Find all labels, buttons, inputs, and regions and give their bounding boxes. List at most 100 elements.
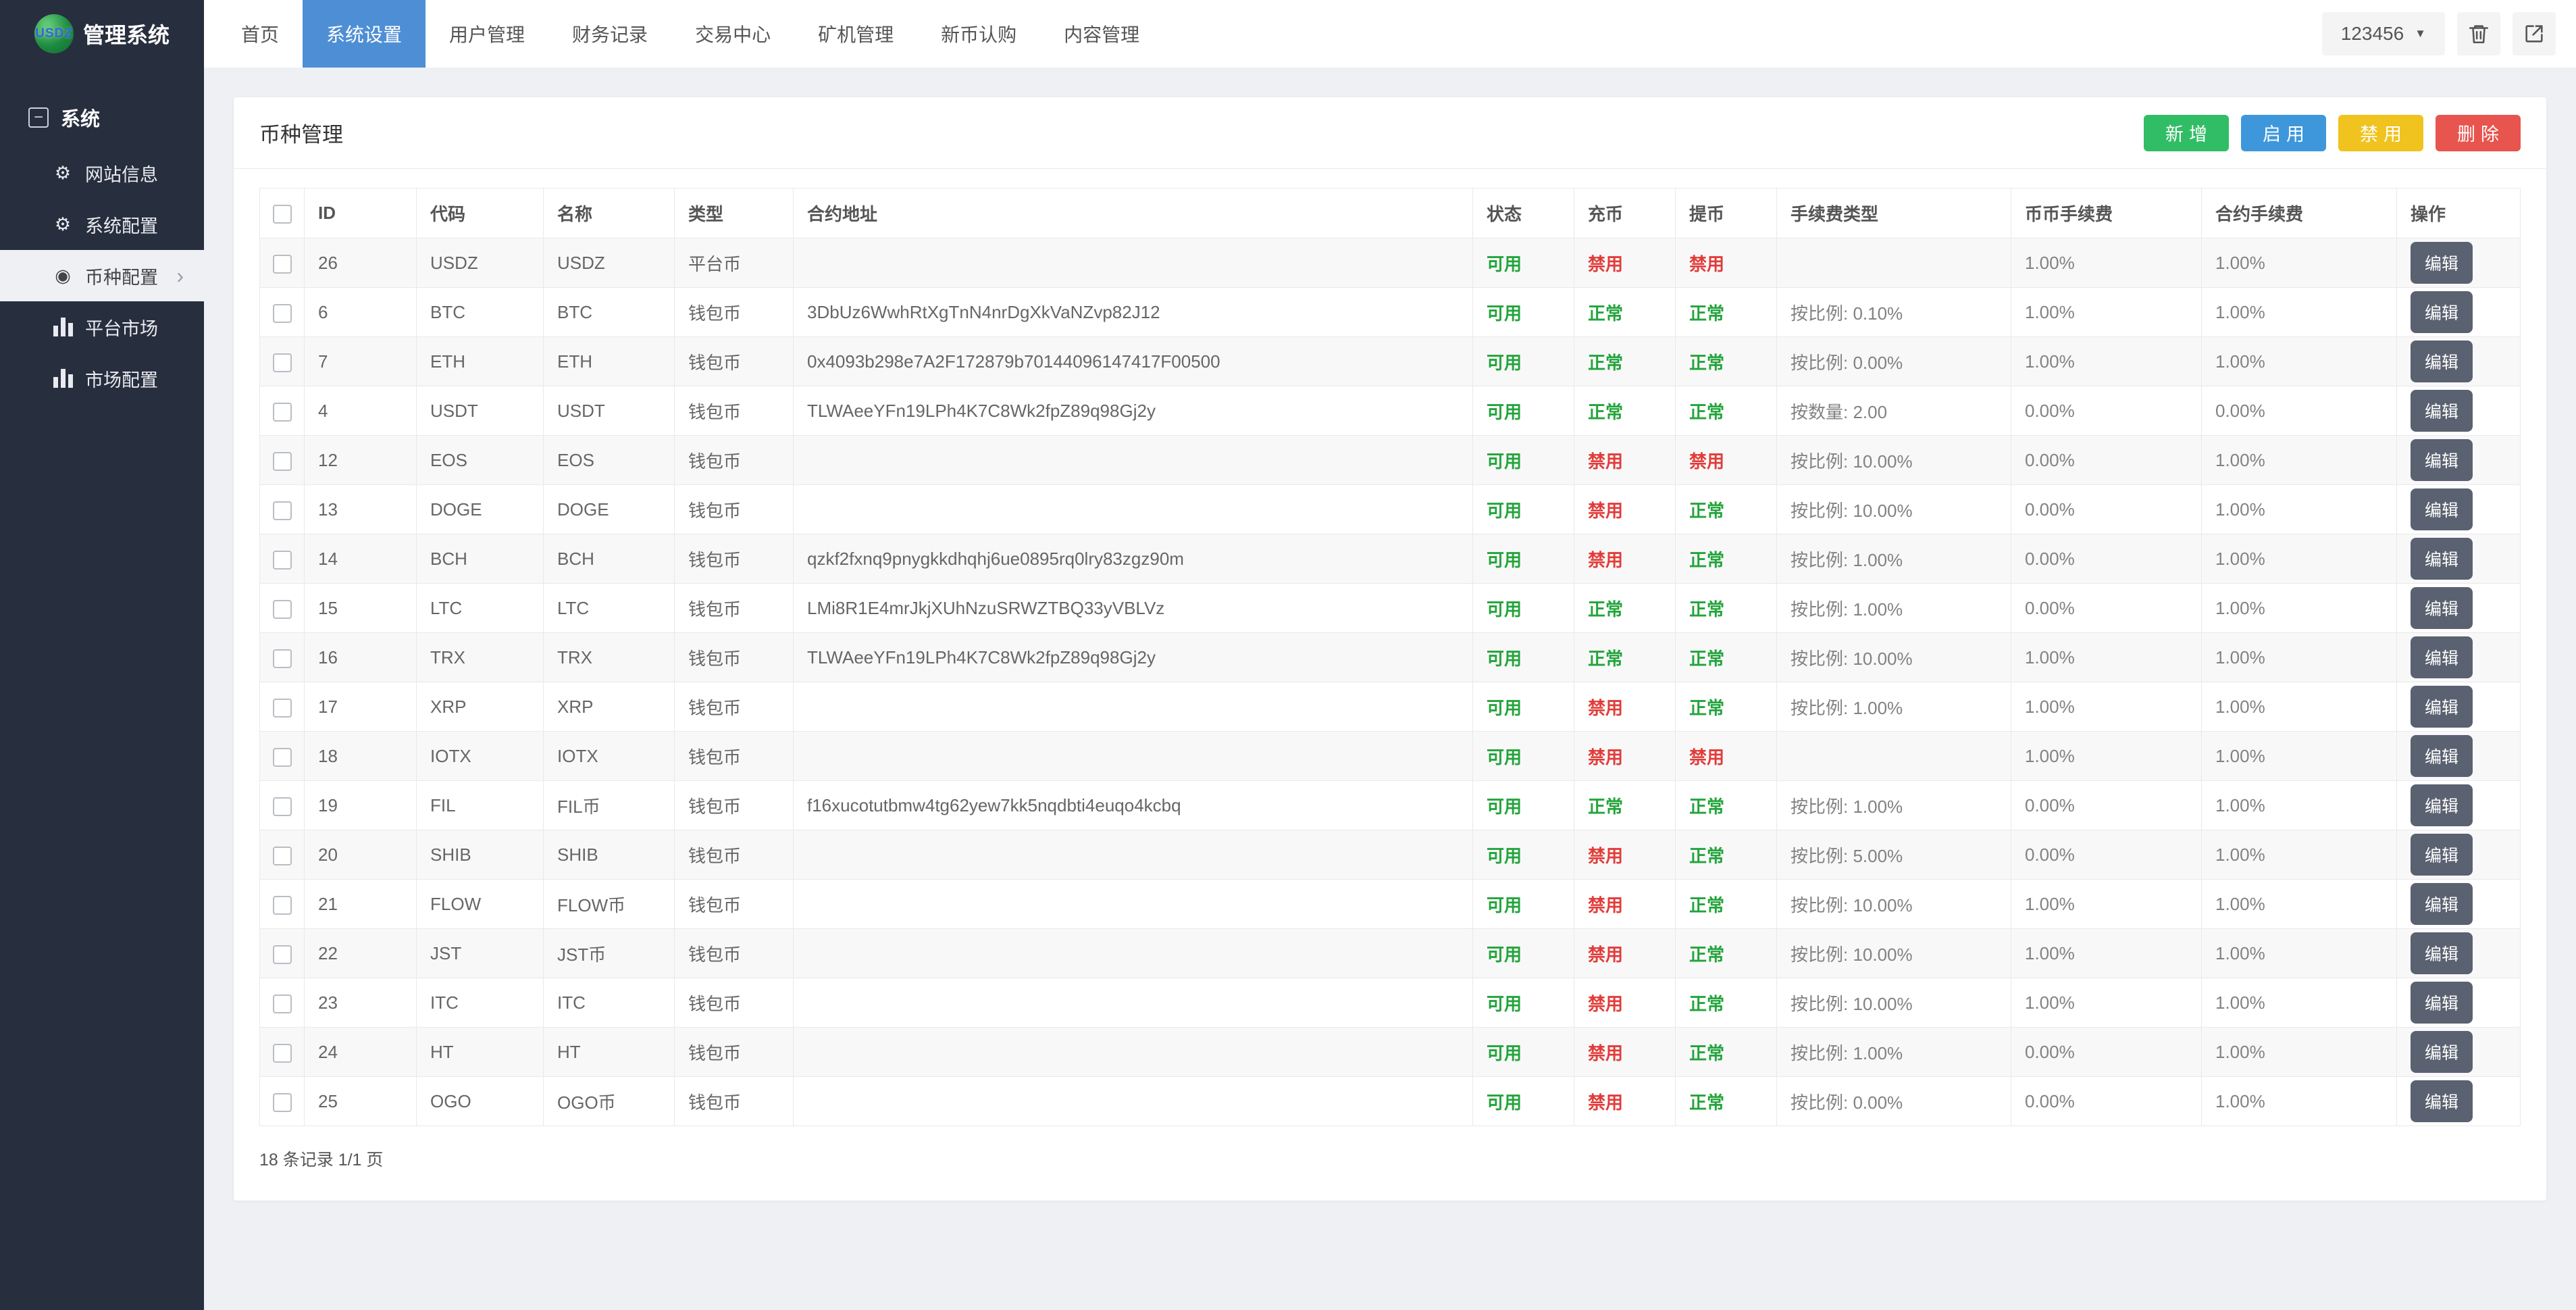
cell-type: 钱包币 <box>674 583 794 633</box>
cell-status: 可用 <box>1472 682 1574 732</box>
sidebar-item-市场配置[interactable]: 市场配置› <box>0 353 204 404</box>
row-checkbox[interactable] <box>272 599 292 619</box>
row-checkbox[interactable] <box>272 797 292 816</box>
row-checkbox[interactable] <box>272 1043 292 1063</box>
row-checkbox[interactable] <box>272 649 292 668</box>
table-row: 19 FIL FIL币 钱包币 f16xucotutbmw4tg62yew7kk5nqd… <box>259 780 2521 830</box>
edit-button[interactable]: 编辑 <box>2411 439 2473 481</box>
cell-contract-fee: 1.00% <box>2201 484 2397 534</box>
cell-coin-fee: 0.00% <box>2011 386 2202 436</box>
column-header: 合约地址 <box>793 188 1473 238</box>
sidebar-item-label: 网站信息 <box>85 164 158 185</box>
cell-status: 可用 <box>1472 928 1574 978</box>
nav-item-用户管理[interactable]: 用户管理 <box>449 24 525 45</box>
edit-button[interactable]: 编辑 <box>2411 1080 2473 1122</box>
row-checkbox[interactable] <box>272 402 292 422</box>
table-body: 26 USDZ USDZ 平台币 可用 禁用 禁用 1.00% 1.00% 编辑 6 BTC BTC 钱包… <box>259 238 2521 1126</box>
edit-button[interactable]: 编辑 <box>2411 982 2473 1024</box>
column-header: 类型 <box>674 188 794 238</box>
cell-coin-fee: 1.00% <box>2011 928 2202 978</box>
row-checkbox[interactable] <box>272 254 292 274</box>
top-navbar: USDZ 管理系统 首页 系统设置 用户管理 财务记录 交易中心 矿机管理 新币认购 内容管理… <box>0 0 2576 68</box>
table-row: 15 LTC LTC 钱包币 LMi8R1E4mrJkjXUhNzuSRWZTBQ33y… <box>259 583 2521 633</box>
nav-item-内容管理[interactable]: 内容管理 <box>1064 24 1140 45</box>
cell-actions: 编辑 <box>2396 830 2521 880</box>
nav-item-矿机管理[interactable]: 矿机管理 <box>818 24 894 45</box>
page-title: 币种管理 <box>259 123 343 147</box>
cell-contract-address <box>793 238 1473 288</box>
edit-button[interactable]: 编辑 <box>2411 834 2473 876</box>
edit-button[interactable]: 编辑 <box>2411 291 2473 333</box>
cell-actions: 编辑 <box>2396 632 2521 682</box>
enable-button[interactable]: 启用 <box>2241 114 2326 151</box>
nav-item-新币认购[interactable]: 新币认购 <box>941 24 1017 45</box>
edit-button[interactable]: 编辑 <box>2411 242 2473 284</box>
row-select-cell <box>259 336 305 386</box>
cell-name: HT <box>543 1027 675 1077</box>
row-checkbox[interactable] <box>272 353 292 372</box>
row-checkbox[interactable] <box>272 747 292 767</box>
cell-deposit: 正常 <box>1574 780 1676 830</box>
sidebar-item-网站信息[interactable]: ⚙网站信息› <box>0 147 204 199</box>
trash-button[interactable] <box>2457 12 2500 55</box>
sidebar-item-币种配置[interactable]: ◉ 币种配置 › <box>0 250 204 301</box>
cell-name: EOS <box>543 435 675 485</box>
cell-contract-fee: 1.00% <box>2201 336 2397 386</box>
edit-button[interactable]: 编辑 <box>2411 341 2473 382</box>
edit-button[interactable]: 编辑 <box>2411 538 2473 580</box>
disable-button[interactable]: 禁用 <box>2338 114 2423 151</box>
cell-name: USDT <box>543 386 675 436</box>
cell-id: 17 <box>304 682 417 732</box>
sidebar-item-label: 系统配置 <box>85 216 158 236</box>
cell-coin-fee: 1.00% <box>2011 682 2202 732</box>
edit-button[interactable]: 编辑 <box>2411 636 2473 678</box>
edit-button[interactable]: 编辑 <box>2411 390 2473 432</box>
nav-item-财务记录[interactable]: 财务记录 <box>572 24 648 45</box>
row-checkbox[interactable] <box>272 550 292 570</box>
row-checkbox[interactable] <box>272 1092 292 1112</box>
sidebar-section-system[interactable]: − 系统 <box>0 96 204 139</box>
cell-type: 钱包币 <box>674 682 794 732</box>
sidebar-item-平台市场[interactable]: 平台市场› <box>0 301 204 353</box>
edit-button[interactable]: 编辑 <box>2411 488 2473 530</box>
row-checkbox[interactable] <box>272 944 292 964</box>
cell-fee-type: 按比例: 1.00% <box>1776 682 2011 732</box>
sidebar-item-系统配置[interactable]: ⚙系统配置› <box>0 199 204 250</box>
cell-contract-address <box>793 879 1473 929</box>
edit-button[interactable]: 编辑 <box>2411 686 2473 728</box>
delete-button[interactable]: 删除 <box>2436 114 2521 151</box>
edit-button[interactable]: 编辑 <box>2411 932 2473 974</box>
edit-button[interactable]: 编辑 <box>2411 883 2473 925</box>
edit-button[interactable]: 编辑 <box>2411 735 2473 777</box>
row-checkbox[interactable] <box>272 994 292 1013</box>
row-checkbox[interactable] <box>272 303 292 323</box>
nav-item-交易中心[interactable]: 交易中心 <box>695 24 771 45</box>
row-checkbox[interactable] <box>272 501 292 520</box>
edit-button[interactable]: 编辑 <box>2411 784 2473 826</box>
row-checkbox[interactable] <box>272 698 292 717</box>
table-row: 4 USDT USDT 钱包币 TLWAeeYFn19LPh4K7C8Wk2fpZ89q… <box>259 386 2521 436</box>
edit-button[interactable]: 编辑 <box>2411 1031 2473 1073</box>
cell-coin-fee: 1.00% <box>2011 731 2202 781</box>
add-button[interactable]: 新增 <box>2144 114 2229 151</box>
nav-item-首页[interactable]: 首页 <box>241 24 280 45</box>
cell-fee-type: 按比例: 10.00% <box>1776 928 2011 978</box>
cell-type: 钱包币 <box>674 928 794 978</box>
edit-button[interactable]: 编辑 <box>2411 587 2473 629</box>
cell-actions: 编辑 <box>2396 1076 2521 1126</box>
nav-item-系统设置[interactable]: 系统设置 <box>303 0 426 68</box>
row-checkbox[interactable] <box>272 451 292 471</box>
cell-status: 可用 <box>1472 1076 1574 1126</box>
row-select-cell <box>259 238 305 288</box>
cell-deposit: 禁用 <box>1574 682 1676 732</box>
cell-status: 可用 <box>1472 978 1574 1028</box>
export-button[interactable] <box>2513 12 2556 55</box>
cell-code: EOS <box>416 435 544 485</box>
cell-withdraw: 正常 <box>1675 830 1777 880</box>
cell-fee-type <box>1776 731 2011 781</box>
select-all-checkbox[interactable] <box>272 205 292 224</box>
row-checkbox[interactable] <box>272 895 292 915</box>
row-checkbox[interactable] <box>272 846 292 865</box>
sidebar-items: ⚙网站信息›⚙系统配置›◉币种配置›平台市场›市场配置› <box>0 147 204 404</box>
user-dropdown[interactable]: 123456 ▼ <box>2321 12 2445 55</box>
